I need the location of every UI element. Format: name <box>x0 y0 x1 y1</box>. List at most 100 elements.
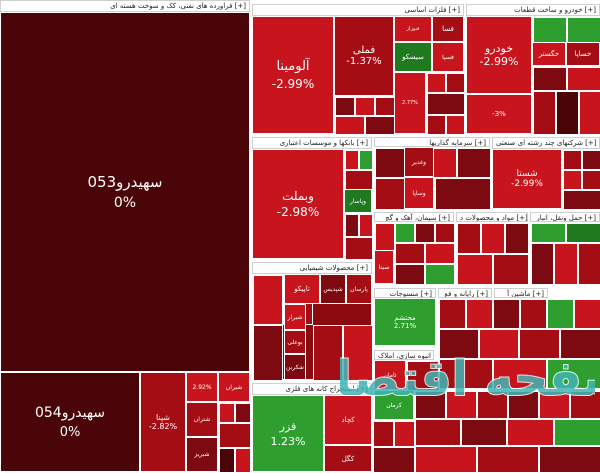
mini-tile[interactable] <box>415 223 435 243</box>
mini-tile[interactable] <box>219 448 235 473</box>
sector-header-auto[interactable]: خودرو و ساخت قطعات [+] <box>466 4 600 16</box>
mini-tile[interactable] <box>477 446 539 473</box>
tile-sahidro054[interactable]: سهیدرو054 0% <box>0 372 140 472</box>
mini-tile[interactable] <box>373 447 415 473</box>
mini-tile[interactable] <box>574 299 600 329</box>
mini-tile[interactable] <box>493 359 547 389</box>
mini-tile[interactable] <box>407 361 439 391</box>
mini-tile[interactable] <box>539 446 600 473</box>
tile-mohtasham[interactable]: محتشم 2.71% <box>374 298 436 346</box>
mini-tile[interactable] <box>466 299 493 329</box>
tile-shiraz[interactable]: شیراز <box>284 304 306 330</box>
tile-vasapa[interactable]: وساپا <box>404 177 434 209</box>
mini-tile[interactable] <box>479 329 519 359</box>
tile-shasta[interactable]: شستا -2.99% <box>492 149 562 209</box>
tile-kochad[interactable]: کچاد <box>324 395 372 445</box>
tile-fasa[interactable]: فسا <box>432 16 464 42</box>
tile-zaman[interactable]: ثامان <box>374 360 406 390</box>
tile-sharan[interactable]: شتران <box>186 402 218 437</box>
mini-tile[interactable] <box>439 329 479 359</box>
mini-tile[interactable] <box>373 421 394 447</box>
mini-tile[interactable] <box>343 325 373 381</box>
mini-tile[interactable] <box>219 403 235 423</box>
mini-tile[interactable] <box>578 243 600 285</box>
mini-tile[interactable] <box>531 243 554 285</box>
tile-small-pct-c[interactable]: -3% <box>466 94 532 134</box>
mini-tile[interactable] <box>394 421 415 447</box>
mini-tile[interactable] <box>253 325 283 381</box>
mini-tile[interactable] <box>365 116 395 135</box>
mini-tile[interactable] <box>345 150 359 170</box>
mini-tile[interactable] <box>579 91 600 135</box>
sector-header-textile[interactable]: منسوجات [+] <box>374 288 436 298</box>
mini-tile[interactable] <box>567 67 600 91</box>
sector-header-cement[interactable]: سیمان، آهک و گچ [+] <box>374 212 454 222</box>
mini-tile[interactable] <box>395 264 425 285</box>
mini-tile[interactable] <box>493 299 520 329</box>
mini-tile[interactable] <box>457 223 481 254</box>
sector-header-misc2[interactable]: ماشین آ [+] <box>494 288 548 298</box>
sector-header-mining[interactable]: استخراج کانه های فلزی [+] <box>252 383 372 395</box>
mini-tile[interactable] <box>446 391 477 419</box>
mini-tile[interactable] <box>235 448 251 473</box>
tile-fesolad[interactable]: فسپا <box>432 42 464 72</box>
tile-khodro[interactable]: خودرو -2.99% <box>466 16 532 94</box>
tile-small-pct-b[interactable]: 2.77% <box>394 72 426 134</box>
tile-shana[interactable]: شپنا -2.82% <box>140 372 186 472</box>
mini-tile[interactable] <box>427 93 465 115</box>
mini-tile[interactable] <box>547 299 574 329</box>
mini-tile[interactable] <box>359 214 373 237</box>
mini-tile[interactable] <box>427 115 446 135</box>
mini-tile[interactable] <box>395 243 425 264</box>
mini-tile[interactable] <box>415 419 461 446</box>
tile-fazar[interactable]: فزر 1.23% <box>252 395 324 472</box>
mini-tile[interactable] <box>439 359 493 389</box>
mini-tile[interactable] <box>554 419 600 446</box>
sector-header-multi[interactable]: شرکتهای چند رشته ای صنعتی [+] <box>492 137 600 149</box>
mini-tile[interactable] <box>556 91 579 135</box>
tile-kegol[interactable]: کگل <box>324 445 372 472</box>
mini-tile[interactable] <box>539 391 570 419</box>
mini-tile[interactable] <box>425 264 455 285</box>
mini-tile[interactable] <box>375 97 395 116</box>
tile-vaghadir[interactable]: وغدیر <box>404 147 434 177</box>
tile-famli[interactable]: فملی -1.37% <box>334 16 394 96</box>
mini-tile[interactable] <box>508 391 539 419</box>
mini-tile[interactable] <box>415 446 477 473</box>
mini-tile[interactable] <box>570 391 600 419</box>
mini-tile[interactable] <box>520 299 547 329</box>
tile-sisco[interactable]: سیسکو <box>394 42 432 72</box>
mini-tile[interactable] <box>582 150 600 170</box>
mini-tile[interactable] <box>415 391 446 419</box>
mini-tile[interactable] <box>563 150 582 170</box>
mini-tile[interactable] <box>563 190 600 210</box>
tile-vaspar[interactable]: وپاسار <box>344 189 372 213</box>
mini-tile[interactable] <box>345 214 359 237</box>
mini-tile[interactable] <box>554 243 578 285</box>
sector-header-chemical[interactable]: محصولات شیمیایی [+] <box>252 262 372 274</box>
tile-aluminia[interactable]: آلومینا -2.99% <box>252 16 334 134</box>
mini-tile[interactable] <box>425 243 455 264</box>
mini-tile[interactable] <box>427 73 446 93</box>
mini-tile[interactable] <box>531 223 566 243</box>
sector-header-misc3[interactable]: انبوه سازی، املاک [+] <box>374 350 434 360</box>
mini-tile[interactable] <box>505 223 529 254</box>
tile-khegostar[interactable]: خگستر <box>532 42 566 66</box>
sector-header-metals[interactable]: فلزات اساسی [+] <box>252 4 464 16</box>
tile-vabemellat[interactable]: وبملت -2.98% <box>252 149 344 259</box>
mini-tile[interactable] <box>375 148 405 178</box>
mini-tile[interactable] <box>481 223 505 254</box>
mini-tile[interactable] <box>582 170 600 190</box>
mini-tile[interactable] <box>477 391 508 419</box>
mini-tile[interactable] <box>567 17 600 43</box>
mini-tile[interactable] <box>435 178 491 210</box>
mini-tile[interactable] <box>235 403 251 423</box>
mini-tile[interactable] <box>457 148 491 178</box>
mini-tile[interactable] <box>355 97 375 116</box>
mini-tile[interactable] <box>335 97 355 116</box>
mini-tile[interactable] <box>446 115 465 135</box>
sector-header-transport[interactable]: حمل ونقل، انبار [+] <box>530 212 600 222</box>
sector-header-misc1[interactable]: رایانه و فع [+] <box>438 288 492 298</box>
mini-tile[interactable] <box>493 254 529 285</box>
tile-parsan[interactable]: پارسان <box>346 274 372 304</box>
